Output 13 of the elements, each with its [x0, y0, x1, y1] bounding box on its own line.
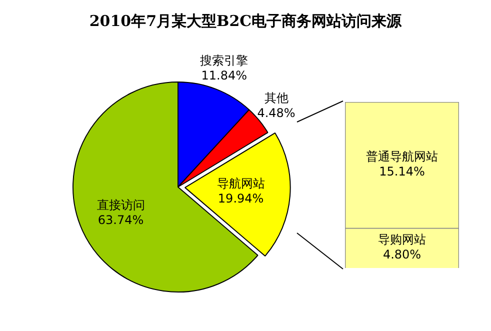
- slice-label: 导航网站: [216, 176, 265, 191]
- slice-label: 其他: [264, 91, 288, 106]
- data-label: 11.84%: [201, 68, 248, 82]
- data-label: 19.94%: [218, 192, 264, 206]
- data-label: 4.80%: [382, 248, 422, 262]
- data-label: 4.48%: [257, 106, 296, 120]
- series-label: 普通导航网站: [366, 150, 438, 164]
- slice-label: 直接访问: [96, 198, 145, 212]
- data-label: 63.74%: [98, 212, 144, 227]
- slice-label: 搜索引擎: [200, 53, 248, 68]
- data-label: 15.14%: [379, 164, 425, 179]
- chart-title: 2010年7月某大型B2C电子商务网站访问来源: [88, 12, 403, 31]
- series-label: 导购网站: [378, 232, 426, 247]
